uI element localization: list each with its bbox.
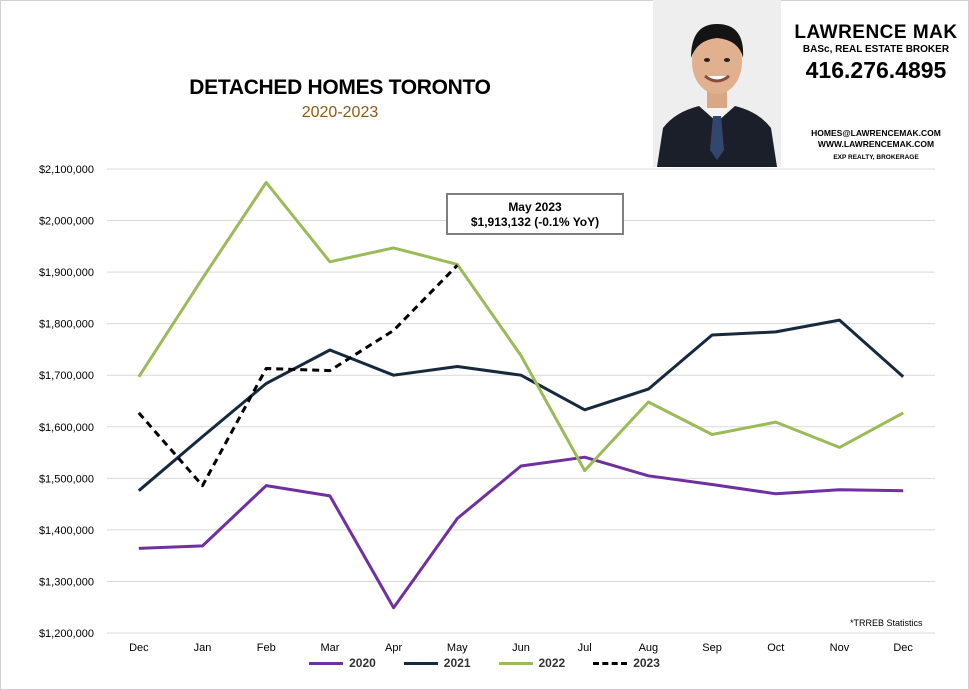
- y-tick-label: $1,400,000: [39, 525, 94, 537]
- legend-label: 2022: [538, 656, 566, 670]
- x-tick-label: Jan: [194, 642, 212, 654]
- legend-item-2022: 2022: [498, 656, 566, 670]
- source-note: *TRREB Statistics: [850, 618, 923, 628]
- legend-swatch: [309, 661, 344, 665]
- legend-swatch: [403, 661, 438, 665]
- agent-phone[interactable]: 416.276.4895: [805, 57, 947, 83]
- x-tick-label: Feb: [257, 642, 276, 654]
- series-line-2022: [137, 180, 904, 473]
- legend-item-2020: 2020: [309, 656, 376, 670]
- legend-label: 2023: [633, 656, 660, 670]
- y-tick-label: $1,500,000: [39, 473, 94, 485]
- may-2023-callout: May 2023 $1,913,132 (-0.1% YoY): [446, 193, 624, 235]
- chart-subtitle: 2020-2023: [301, 104, 379, 121]
- legend-label: 2020: [349, 656, 376, 670]
- x-tick-label: Mar: [320, 642, 339, 654]
- y-tick-label: $1,600,000: [39, 422, 94, 434]
- legend-item-2021: 2021: [403, 656, 471, 670]
- callout-value: $1,913,132 (-0.1% YoY): [470, 215, 600, 229]
- x-tick-label: Oct: [767, 642, 784, 654]
- agent-portrait-icon: [653, 0, 781, 167]
- agent-contact-card: LAWRENCE MAK BASc, REAL ESTATE BROKER 41…: [786, 0, 966, 167]
- y-tick-label: $1,800,000: [39, 319, 94, 331]
- legend-label: 2021: [443, 656, 471, 670]
- x-axis-tick-labels: Dec Jan Feb Mar Apr May Jun Jul Aug Sep Oct Nov Dec: [129, 642, 913, 654]
- chart-title: DETACHED HOMES TORONTO: [189, 76, 491, 99]
- gridlines: [107, 168, 935, 634]
- agent-email-link[interactable]: HOMES@LAWRENCEMAK.COM: [811, 128, 941, 138]
- y-axis-tick-labels: $1,200,000 $1,300,000 $1,400,000 $1,500,000…: [39, 164, 94, 640]
- x-tick-label: Jul: [578, 642, 592, 654]
- legend-swatch: [498, 661, 533, 665]
- x-tick-label: Aug: [639, 642, 659, 654]
- x-tick-label: Dec: [893, 642, 913, 654]
- agent-brokerage: EXP REALTY, BROKERAGE: [833, 154, 919, 161]
- series-line-2021: [137, 318, 905, 492]
- x-tick-label: Jun: [512, 642, 530, 654]
- x-tick-label: Nov: [830, 642, 850, 654]
- y-tick-label: $1,700,000: [39, 370, 94, 382]
- x-tick-label: Dec: [129, 642, 149, 654]
- series-lines: [137, 180, 905, 610]
- agent-website-link[interactable]: WWW.LAWRENCEMAK.COM: [817, 139, 935, 149]
- x-tick-label: May: [447, 642, 468, 654]
- series-line-2020: [138, 455, 904, 610]
- x-tick-label: Sep: [702, 642, 722, 654]
- legend-item-2023: 2023: [593, 656, 660, 670]
- y-tick-label: $1,900,000: [39, 267, 94, 279]
- agent-name: LAWRENCE MAK: [794, 22, 958, 43]
- agent-photo: [653, 0, 781, 167]
- y-tick-label: $1,200,000: [39, 628, 94, 640]
- x-tick-label: Apr: [385, 642, 402, 654]
- series-line-2023: [137, 264, 459, 488]
- legend-swatch: [593, 661, 628, 665]
- callout-date: May 2023: [508, 200, 562, 214]
- legend: 2020 2021 2022 2023: [0, 656, 969, 670]
- y-tick-label: $1,300,000: [39, 576, 94, 588]
- agent-credentials: BASc, REAL ESTATE BROKER: [802, 44, 950, 55]
- y-tick-label: $2,100,000: [39, 164, 94, 176]
- y-tick-label: $2,000,000: [39, 216, 94, 228]
